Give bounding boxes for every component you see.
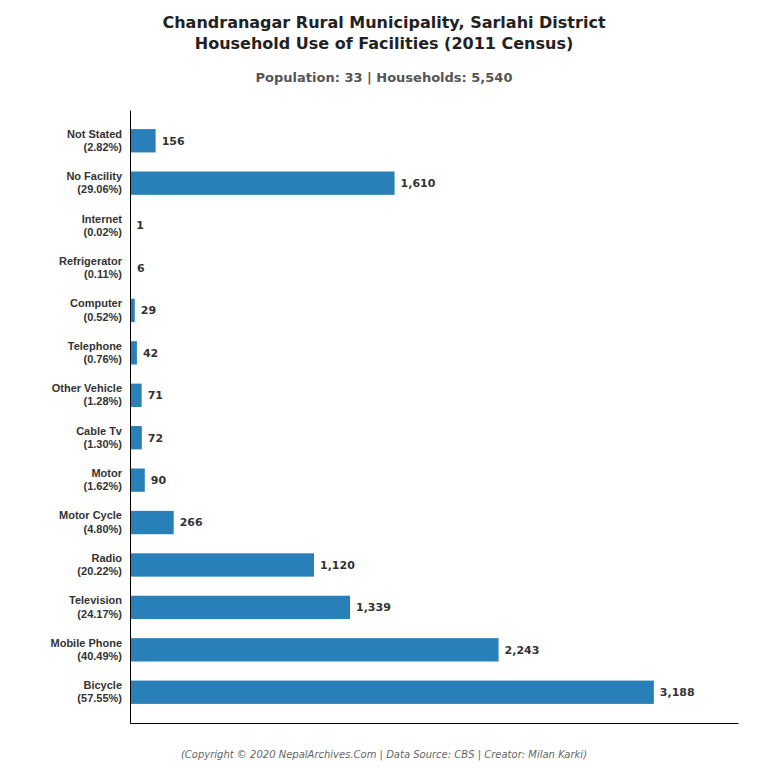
bar bbox=[130, 426, 142, 449]
data-label: 156 bbox=[162, 135, 185, 148]
plot: Not Stated(2.82%) No Facility(29.06%) Inte… bbox=[51, 111, 739, 724]
data-label: 72 bbox=[148, 432, 163, 445]
y-tick: Telephone(0.76%) bbox=[68, 340, 123, 365]
y-tick-label: Internet(0.02%) bbox=[82, 213, 123, 238]
y-tick-label: Computer(0.52%) bbox=[70, 297, 123, 322]
y-tick: Computer(0.52%) bbox=[70, 297, 123, 322]
y-axis: Not Stated(2.82%) No Facility(29.06%) Inte… bbox=[51, 111, 131, 724]
annotation: (Copyright © 2020 NepalArchives.Com | Da… bbox=[181, 749, 587, 761]
bar bbox=[130, 172, 395, 195]
y-tick: Not Stated(2.82%) bbox=[67, 128, 122, 153]
y-tick-label: Bicycle(57.55%) bbox=[77, 679, 122, 704]
data-label: 3,188 bbox=[660, 686, 695, 699]
y-tick: Other Vehicle(1.28%) bbox=[52, 382, 123, 407]
y-tick: Radio(20.22%) bbox=[77, 552, 122, 577]
data-label: 42 bbox=[143, 347, 158, 360]
data-label: 1,610 bbox=[401, 177, 436, 190]
data-label: 90 bbox=[151, 474, 167, 487]
data-label: 1,339 bbox=[356, 601, 391, 614]
chart: Chandranagar Rural Municipality, Sarlahi… bbox=[0, 0, 768, 768]
bar bbox=[130, 129, 156, 152]
y-tick-label: Refrigerator(0.11%) bbox=[59, 255, 123, 280]
data-label: 1 bbox=[136, 219, 144, 232]
data-label: 71 bbox=[148, 389, 163, 402]
y-tick: Mobile Phone(40.49%) bbox=[51, 637, 123, 662]
y-tick-label: Other Vehicle(1.28%) bbox=[52, 382, 123, 407]
bar bbox=[130, 553, 314, 576]
y-tick: Bicycle(57.55%) bbox=[77, 679, 122, 704]
y-tick: Motor Cycle(4.80%) bbox=[59, 509, 122, 534]
bar bbox=[130, 596, 350, 619]
y-tick: Refrigerator(0.11%) bbox=[59, 255, 123, 280]
data-labels: 1561,6101629427172902661,1201,3392,2433,… bbox=[136, 135, 694, 699]
data-label: 2,243 bbox=[505, 644, 540, 657]
y-tick-label: Cable Tv(1.30%) bbox=[76, 425, 123, 450]
y-tick-label: Telephone(0.76%) bbox=[68, 340, 123, 365]
y-tick-label: No Facility(29.06%) bbox=[66, 170, 123, 195]
y-tick-label: Mobile Phone(40.49%) bbox=[51, 637, 123, 662]
y-tick-label: Motor(1.62%) bbox=[83, 467, 122, 492]
subtitle: Population: 33 | Households: 5,540 bbox=[256, 70, 513, 85]
y-tick: No Facility(29.06%) bbox=[66, 170, 123, 195]
bar bbox=[130, 638, 499, 661]
bar bbox=[130, 681, 654, 704]
y-axis-line bbox=[130, 111, 131, 724]
bar bbox=[130, 384, 142, 407]
y-tick: Internet(0.02%) bbox=[82, 213, 123, 238]
y-tick-label: Motor Cycle(4.80%) bbox=[59, 509, 122, 534]
data-label: 29 bbox=[141, 304, 156, 317]
y-tick: Television(24.17%) bbox=[69, 594, 122, 619]
x-axis-line bbox=[131, 723, 739, 724]
data-label: 1,120 bbox=[320, 559, 355, 572]
bar bbox=[130, 341, 137, 364]
bar bbox=[130, 511, 174, 534]
y-tick: Cable Tv(1.30%) bbox=[76, 425, 123, 450]
y-tick: Motor(1.62%) bbox=[83, 467, 122, 492]
x-axis bbox=[131, 723, 739, 724]
y-tick-label: Radio(20.22%) bbox=[77, 552, 122, 577]
y-tick-label: Not Stated(2.82%) bbox=[67, 128, 122, 153]
data-label: 6 bbox=[137, 262, 145, 275]
y-tick-label: Television(24.17%) bbox=[69, 594, 122, 619]
title: Chandranagar Rural Municipality, Sarlahi… bbox=[162, 13, 605, 53]
bar bbox=[130, 468, 145, 491]
bars bbox=[130, 129, 654, 704]
data-label: 266 bbox=[180, 516, 203, 529]
